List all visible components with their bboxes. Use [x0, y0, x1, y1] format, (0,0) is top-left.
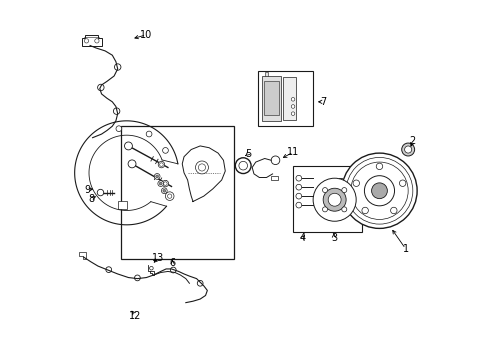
Circle shape	[95, 39, 99, 43]
Circle shape	[322, 188, 327, 193]
Bar	[262, 76, 281, 121]
Text: 7: 7	[320, 97, 326, 107]
Text: 12: 12	[129, 311, 142, 320]
Circle shape	[328, 193, 341, 206]
Text: 4: 4	[299, 233, 305, 243]
Circle shape	[124, 142, 132, 150]
Text: 11: 11	[287, 147, 299, 157]
Circle shape	[296, 202, 302, 208]
Circle shape	[322, 207, 327, 212]
Circle shape	[149, 266, 153, 270]
Circle shape	[163, 148, 169, 153]
Circle shape	[271, 156, 280, 165]
Text: 2: 2	[410, 136, 416, 146]
Circle shape	[97, 189, 104, 196]
Circle shape	[376, 163, 383, 170]
Circle shape	[163, 189, 166, 192]
Circle shape	[371, 183, 388, 199]
Circle shape	[162, 180, 169, 187]
Circle shape	[342, 207, 347, 212]
Circle shape	[156, 175, 159, 178]
Circle shape	[291, 112, 295, 116]
Circle shape	[313, 178, 356, 221]
Text: 3: 3	[331, 233, 337, 243]
Circle shape	[116, 126, 122, 131]
Bar	[118, 201, 126, 209]
Circle shape	[399, 180, 406, 186]
Bar	[283, 77, 296, 120]
Circle shape	[391, 207, 397, 214]
Text: 1: 1	[403, 244, 409, 254]
Text: 5: 5	[245, 149, 251, 159]
Circle shape	[353, 180, 360, 186]
Circle shape	[158, 161, 165, 168]
Text: 6: 6	[170, 258, 175, 268]
Circle shape	[128, 160, 136, 168]
Bar	[258, 71, 313, 126]
Text: 13: 13	[152, 253, 164, 263]
Circle shape	[158, 181, 164, 186]
Circle shape	[146, 131, 152, 137]
Circle shape	[161, 188, 167, 194]
Circle shape	[342, 153, 417, 228]
Circle shape	[196, 161, 208, 174]
Bar	[294, 166, 362, 232]
Bar	[122, 126, 234, 259]
Circle shape	[291, 98, 295, 101]
Circle shape	[405, 146, 412, 153]
Polygon shape	[82, 35, 101, 45]
Text: 10: 10	[140, 30, 152, 40]
Circle shape	[84, 39, 89, 43]
Text: 8: 8	[89, 194, 95, 204]
Circle shape	[296, 193, 302, 199]
Polygon shape	[79, 252, 87, 259]
Circle shape	[402, 143, 415, 156]
Circle shape	[166, 192, 174, 201]
Bar	[265, 72, 268, 76]
Text: 9: 9	[85, 185, 91, 195]
Circle shape	[323, 188, 346, 211]
Circle shape	[159, 182, 162, 185]
Bar	[271, 176, 278, 180]
Circle shape	[291, 105, 295, 108]
Circle shape	[362, 207, 368, 214]
Circle shape	[365, 176, 394, 206]
Circle shape	[154, 174, 160, 179]
Circle shape	[296, 175, 302, 181]
Circle shape	[296, 184, 302, 190]
Bar	[264, 81, 279, 116]
Circle shape	[342, 188, 347, 193]
